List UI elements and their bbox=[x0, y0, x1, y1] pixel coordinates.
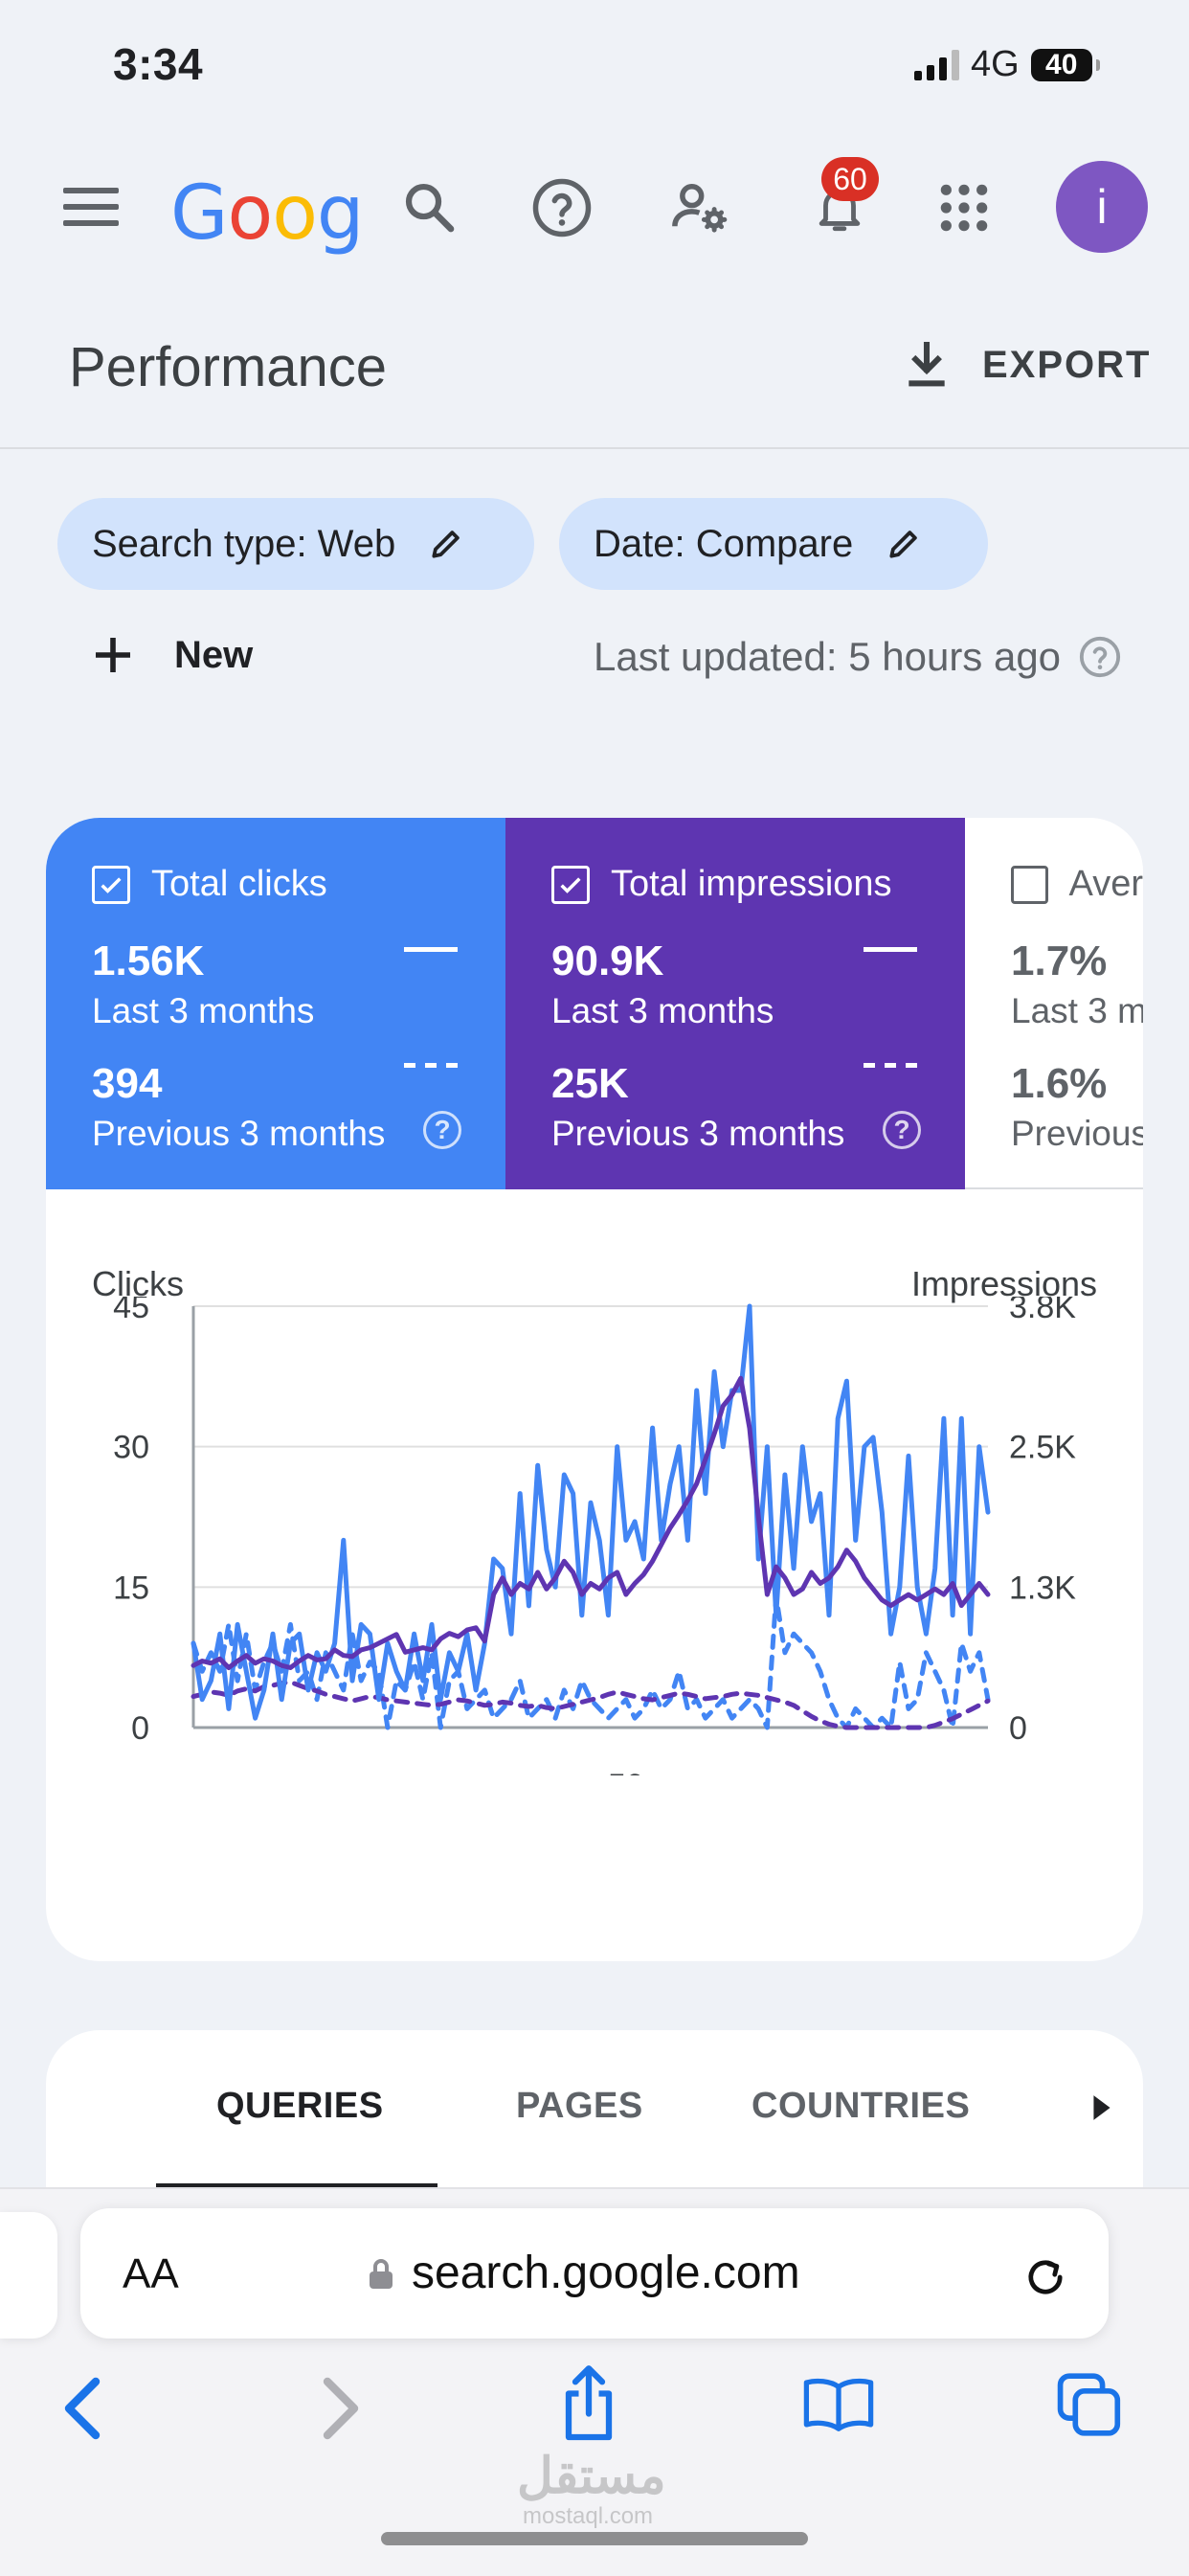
tabs-overview-icon[interactable] bbox=[1057, 2373, 1124, 2441]
y-axis-left-label: Clicks bbox=[92, 1264, 184, 1303]
series-line-total-clicks-previous[interactable] bbox=[191, 1593, 991, 1730]
metric-value: 1.7% bbox=[1011, 938, 1108, 984]
new-filter-button[interactable]: New bbox=[90, 632, 253, 678]
share-icon[interactable] bbox=[555, 2363, 622, 2449]
metric-prev-period: Previous 3 months bbox=[551, 1114, 845, 1153]
edit-icon bbox=[889, 531, 918, 558]
lock-icon bbox=[370, 2258, 393, 2289]
dashed-line-legend bbox=[404, 1063, 458, 1068]
metric-average-ctr[interactable]: Aver 1.7% Last 3 m 1.6% Previous bbox=[965, 818, 1143, 1189]
tab-countries[interactable]: COUNTRIES bbox=[752, 2086, 971, 2126]
help-icon[interactable]: ? bbox=[883, 1111, 921, 1149]
metric-value: 1.56K bbox=[92, 938, 205, 984]
url-text: search.google.com bbox=[412, 2248, 800, 2298]
metric-total-impressions[interactable]: Total impressions 90.9K Last 3 months 25… bbox=[505, 818, 965, 1189]
status-time: 3:34 bbox=[113, 39, 204, 89]
battery-level: 40 bbox=[1045, 48, 1078, 80]
series-line-total-clicks[interactable] bbox=[191, 1303, 991, 1721]
metric-prev-value: 1.6% bbox=[1011, 1060, 1108, 1107]
y-right-tick-label: 3.8K bbox=[1009, 1297, 1076, 1325]
download-icon bbox=[909, 341, 945, 387]
tabs-next-arrow-icon[interactable] bbox=[1091, 2093, 1112, 2127]
series-line-total-impressions-previous[interactable] bbox=[191, 1680, 991, 1730]
solid-line-legend bbox=[404, 947, 458, 952]
last-updated-text: Last updated: 5 hours ago bbox=[594, 634, 1062, 679]
status-indicators: 4G 40 bbox=[914, 44, 1100, 85]
url-display[interactable]: search.google.com bbox=[368, 2247, 800, 2299]
menu-icon[interactable] bbox=[63, 188, 119, 237]
dashed-line-legend bbox=[864, 1063, 917, 1068]
export-button[interactable]: EXPORT bbox=[900, 337, 1151, 393]
metric-total-clicks[interactable]: Total clicks 1.56K Last 3 months 394 Pre… bbox=[46, 818, 505, 1189]
y-left-tick-label: 0 bbox=[131, 1710, 149, 1747]
tab-queries[interactable]: QUERIES bbox=[216, 2086, 384, 2126]
metric-prev-period: Previous 3 months bbox=[92, 1114, 386, 1153]
new-label: New bbox=[174, 633, 254, 676]
export-label: EXPORT bbox=[982, 343, 1152, 386]
y-left-tick-label: 45 bbox=[113, 1297, 149, 1325]
apps-grid-icon[interactable] bbox=[929, 172, 999, 243]
edit-icon bbox=[432, 531, 460, 558]
y-axis-right-label: Impressions bbox=[910, 1264, 1097, 1303]
performance-chart[interactable]: 45 3.8K 30 2.5K 15 1.3K 0 0 50 bbox=[46, 1297, 1143, 1775]
text-size-button[interactable]: AA bbox=[123, 2250, 179, 2298]
help-icon[interactable]: ? bbox=[423, 1111, 461, 1149]
checkbox-unchecked-icon[interactable] bbox=[1011, 865, 1048, 904]
checkbox-checked-icon[interactable] bbox=[92, 865, 130, 904]
network-label: 4G bbox=[971, 44, 1020, 84]
metric-period: Last 3 months bbox=[92, 991, 315, 1030]
active-tab-indicator bbox=[156, 2183, 437, 2187]
bookmarks-icon[interactable] bbox=[802, 2375, 875, 2437]
home-indicator bbox=[381, 2532, 808, 2545]
performance-card: Total clicks 1.56K Last 3 months 394 Pre… bbox=[46, 818, 1143, 1961]
y-left-tick-label: 15 bbox=[113, 1570, 149, 1606]
y-right-tick-label: 1.3K bbox=[1009, 1570, 1076, 1606]
watermark-url: mostaql.com bbox=[523, 2503, 654, 2529]
reload-icon[interactable] bbox=[1021, 2252, 1070, 2307]
checkbox-checked-icon[interactable] bbox=[551, 865, 590, 904]
back-icon[interactable] bbox=[61, 2375, 103, 2447]
series-line-total-impressions[interactable] bbox=[191, 1375, 991, 1670]
x-tick-label: 50 bbox=[608, 1768, 644, 1775]
text-size-label: AA bbox=[123, 2250, 179, 2297]
chip-label: Date: Compare bbox=[594, 522, 854, 565]
manage-users-icon[interactable] bbox=[664, 172, 735, 243]
y-right-tick-label: 2.5K bbox=[1009, 1430, 1076, 1466]
metric-period: Last 3 m bbox=[1011, 991, 1143, 1030]
metric-label: Aver bbox=[1068, 864, 1143, 904]
signal-icon bbox=[914, 49, 959, 80]
metric-prev-value: 394 bbox=[92, 1060, 163, 1107]
metric-period: Last 3 months bbox=[551, 991, 774, 1030]
chip-label: Search type: Web bbox=[92, 522, 396, 565]
y-right-tick-label: 0 bbox=[1009, 1710, 1027, 1747]
address-bar[interactable] bbox=[80, 2208, 1109, 2339]
battery-icon: 40 bbox=[1030, 48, 1100, 81]
y-left-tick-label: 30 bbox=[113, 1430, 149, 1466]
metric-value: 90.9K bbox=[551, 938, 664, 984]
help-icon[interactable] bbox=[1078, 635, 1122, 679]
metric-label: Total impressions bbox=[611, 864, 892, 904]
account-avatar[interactable]: i bbox=[1056, 161, 1148, 253]
tab-pages[interactable]: PAGES bbox=[516, 2086, 643, 2126]
help-icon[interactable] bbox=[527, 172, 597, 243]
header-divider bbox=[0, 447, 1189, 449]
metric-prev-period: Previous bbox=[1011, 1114, 1143, 1153]
previous-tab-preview[interactable] bbox=[0, 2212, 57, 2339]
forward-icon[interactable] bbox=[320, 2375, 362, 2447]
plus-icon bbox=[96, 638, 130, 672]
notification-badge: 60 bbox=[821, 157, 879, 201]
page-title: Performance bbox=[69, 336, 388, 398]
solid-line-legend bbox=[864, 947, 917, 952]
search-icon[interactable] bbox=[394, 172, 465, 243]
metric-label: Total clicks bbox=[151, 864, 327, 904]
google-logo[interactable]: Google bbox=[170, 170, 368, 257]
metric-prev-value: 25K bbox=[551, 1060, 629, 1107]
last-updated: Last updated: 5 hours ago bbox=[594, 634, 1122, 680]
chip-date[interactable]: Date: Compare bbox=[559, 498, 988, 590]
chip-search-type[interactable]: Search type: Web bbox=[57, 498, 534, 590]
watermark-logo: مستقل bbox=[517, 2449, 666, 2504]
